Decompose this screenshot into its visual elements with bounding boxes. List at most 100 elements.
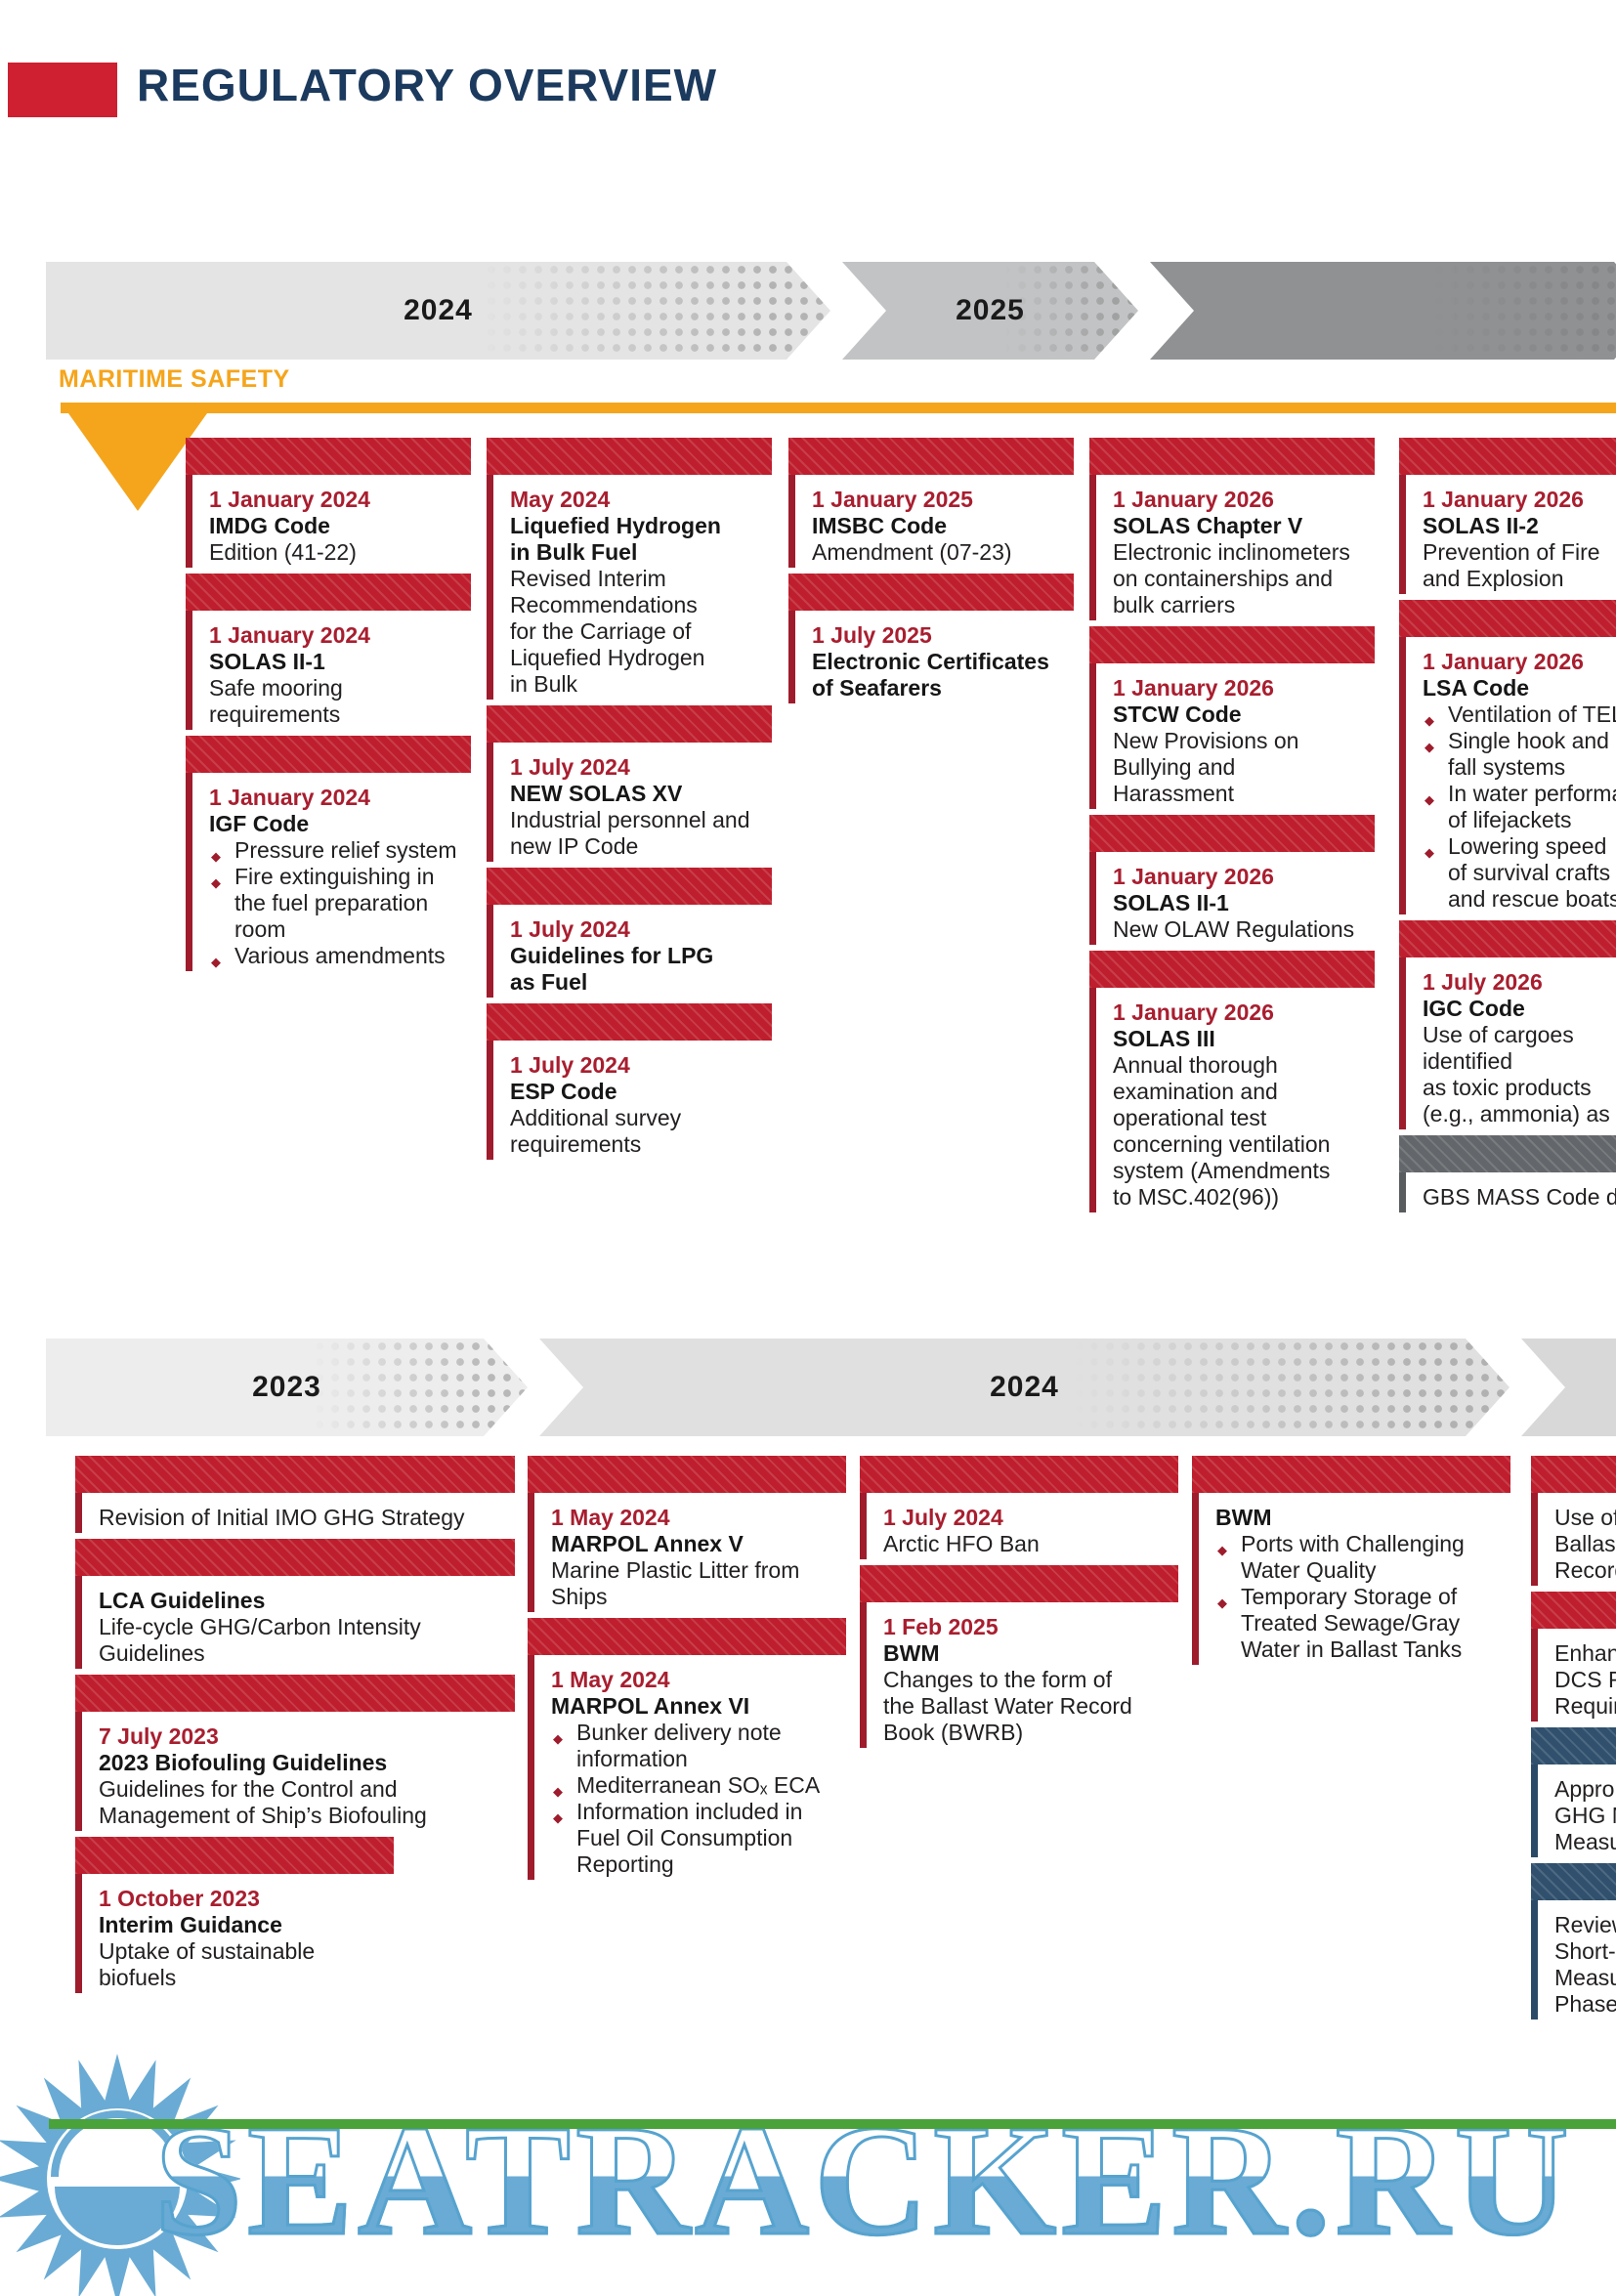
- item-body: Additional survey requirements: [510, 1105, 682, 1157]
- item-content: Use of Ballast Record: [1531, 1493, 1616, 1586]
- item-bullet: ◆ Information included in Fuel Oil Consum…: [551, 1799, 842, 1878]
- bullet-text: Mediterranean SOₓ ECA: [576, 1772, 821, 1798]
- regulation-item: 7 July 2023 2023 Biofouling Guidelines Gui…: [75, 1675, 515, 1831]
- bullet-diamond-icon: ◆: [553, 1784, 563, 1799]
- regulation-item: 1 July 2024 ESP Code Additional survey req…: [487, 1003, 772, 1160]
- item-header-bar: [1089, 438, 1375, 475]
- regulation-item: 1 July 2026 IGC Code Use of cargoes identi…: [1399, 920, 1616, 1129]
- item-date: 1 January 2024: [209, 622, 370, 648]
- item-date: 1 July 2024: [510, 916, 630, 942]
- item-title: IMDG Code: [209, 513, 330, 538]
- item-header-bar: [487, 705, 772, 743]
- item-date: 1 July 2024: [510, 754, 630, 780]
- regulation-item: 1 July 2024 NEW SOLAS XV Industrial person…: [487, 705, 772, 862]
- bullet-diamond-icon: ◆: [211, 955, 221, 969]
- item-body: Changes to the form of the Ballast Water…: [883, 1667, 1132, 1745]
- item-bullet: ◆ Temporary Storage of Treated Sewage/Gra…: [1215, 1584, 1507, 1663]
- item-header-bar: [788, 438, 1074, 475]
- item-body: Safe mooring requirements: [209, 675, 343, 727]
- item-content: Enhan DCS R Requir: [1531, 1629, 1616, 1722]
- item-content: 1 October 2023 Interim Guidance Uptake of …: [75, 1874, 515, 1993]
- item-header-bar: [1192, 1456, 1510, 1493]
- item-header-bar: [186, 574, 471, 611]
- item-body: Industrial personnel and new IP Code: [510, 807, 750, 859]
- item-header-bar: [528, 1618, 846, 1655]
- watermark-green-line: [49, 2119, 1616, 2129]
- item-header-bar: [1531, 1592, 1616, 1629]
- item-title: SOLAS III: [1113, 1026, 1215, 1051]
- item-date: 1 January 2026: [1423, 487, 1584, 512]
- bullet-text: Lowering speed of survival crafts and re…: [1448, 833, 1616, 912]
- item-title: 2023 Biofouling Guidelines: [99, 1750, 388, 1775]
- item-header-bar: [1399, 920, 1616, 957]
- regulation-column: 1 January 2026 SOLAS Chapter V Electronic …: [1089, 438, 1375, 1218]
- bullet-diamond-icon: ◆: [1425, 713, 1434, 728]
- item-body: Review Short- Measur Phase: [1554, 1912, 1616, 2017]
- item-header-bar: [1089, 951, 1375, 988]
- item-body: Enhan DCS R Requir: [1554, 1640, 1616, 1719]
- item-content: Revision of Initial IMO GHG Strategy: [75, 1493, 515, 1533]
- regulation-item: 1 January 2026 LSA Code ◆ Ventilation of TE…: [1399, 600, 1616, 914]
- item-header-bar: [1399, 1135, 1616, 1172]
- item-content: 1 July 2026 IGC Code Use of cargoes identi…: [1399, 957, 1616, 1129]
- year-label: 2024: [990, 1371, 1059, 1403]
- bullet-text: Ventilation of TELBs: [1448, 702, 1616, 727]
- item-bullet: ◆ Various amendments: [209, 943, 467, 969]
- item-title: SOLAS II-1: [209, 649, 325, 674]
- item-content: 1 January 2026 SOLAS II-2 Prevention of Fi…: [1399, 475, 1616, 594]
- regulation-item: 1 July 2024 Arctic HFO Ban: [860, 1456, 1178, 1559]
- item-content: 1 July 2025 Electronic Certificates of Se…: [788, 611, 1074, 703]
- regulation-item: 1 January 2026 SOLAS II-2 Prevention of Fi…: [1399, 438, 1616, 594]
- item-date: 1 January 2026: [1113, 999, 1274, 1025]
- regulation-item: 1 January 2026 SOLAS II-1 New OLAW Regulat…: [1089, 815, 1375, 945]
- item-bullet: ◆ Ports with Challenging Water Quality: [1215, 1531, 1507, 1584]
- regulation-item: 1 May 2024 MARPOL Annex VI ◆ Bunker deliver…: [528, 1618, 846, 1880]
- item-content: 1 January 2025 IMSBC Code Amendment (07-23…: [788, 475, 1074, 568]
- bullet-diamond-icon: ◆: [553, 1731, 563, 1746]
- regulation-column: Revision of Initial IMO GHG Strategy LCA …: [75, 1456, 515, 1999]
- section-label-maritime-safety: MARITIME SAFETY: [59, 365, 290, 393]
- bullet-diamond-icon: ◆: [211, 849, 221, 864]
- bullet-text: Pressure relief system: [234, 837, 457, 863]
- year-label: 2023: [252, 1371, 321, 1403]
- item-date: 1 July 2024: [883, 1505, 1003, 1530]
- item-body: Edition (41-22): [209, 539, 357, 565]
- item-bullet: ◆ Single hook and fall systems: [1423, 728, 1616, 781]
- regulation-item: LCA Guidelines Life-cycle GHG/Carbon Inte…: [75, 1539, 515, 1669]
- item-body: Life-cycle GHG/Carbon Intensity Guidelin…: [99, 1614, 421, 1666]
- item-date: 1 January 2024: [209, 785, 370, 810]
- item-title: MARPOL Annex VI: [551, 1693, 750, 1719]
- item-content: 1 January 2024 IGF Code ◆ Pressure relief s…: [186, 773, 471, 971]
- item-date: 7 July 2023: [99, 1723, 219, 1749]
- bullet-text: Bunker delivery note information: [576, 1720, 782, 1771]
- item-title: LSA Code: [1423, 675, 1530, 701]
- year-arrow: [1150, 262, 1616, 360]
- item-header-bar: [1399, 600, 1616, 637]
- item-header-bar: [1089, 815, 1375, 852]
- item-body: GBS MASS Code development: [1423, 1184, 1616, 1210]
- item-header-bar: [487, 438, 772, 475]
- item-content: May 2024 Liquefied Hydrogen in Bulk Fuel R…: [487, 475, 772, 700]
- item-date: 1 May 2024: [551, 1667, 670, 1692]
- item-body: Uptake of sustainable biofuels: [99, 1938, 316, 1990]
- item-content: 1 January 2026 SOLAS II-1 New OLAW Regulat…: [1089, 852, 1375, 945]
- sun-icon: [0, 2054, 240, 2296]
- regulation-item: May 2024 Liquefied Hydrogen in Bulk Fuel R…: [487, 438, 772, 700]
- item-content: 1 January 2026 LSA Code ◆ Ventilation of TE…: [1399, 637, 1616, 914]
- item-title: SOLAS Chapter V: [1113, 513, 1303, 538]
- item-date: 1 January 2026: [1113, 675, 1274, 701]
- item-content: 1 May 2024 MARPOL Annex VI ◆ Bunker deliver…: [528, 1655, 846, 1880]
- page-title: REGULATORY OVERVIEW: [137, 60, 718, 110]
- item-header-bar: [487, 868, 772, 905]
- section-underline: [61, 403, 1616, 413]
- item-content: Appro GHG M Measu: [1531, 1765, 1616, 1857]
- item-date: 1 January 2025: [812, 487, 973, 512]
- item-content: 1 January 2026 SOLAS Chapter V Electronic …: [1089, 475, 1375, 620]
- item-content: 1 January 2026 STCW Code New Provisions on…: [1089, 663, 1375, 809]
- item-content: 1 July 2024 NEW SOLAS XV Industrial person…: [487, 743, 772, 862]
- bullet-text: Ports with Challenging Water Quality: [1241, 1531, 1465, 1583]
- item-title: SOLAS II-1: [1113, 890, 1229, 915]
- item-title: BWM: [883, 1640, 940, 1666]
- item-content: 1 July 2024 Guidelines for LPG as Fuel: [487, 905, 772, 998]
- regulation-item: 1 January 2024 IGF Code ◆ Pressure relief s…: [186, 736, 471, 971]
